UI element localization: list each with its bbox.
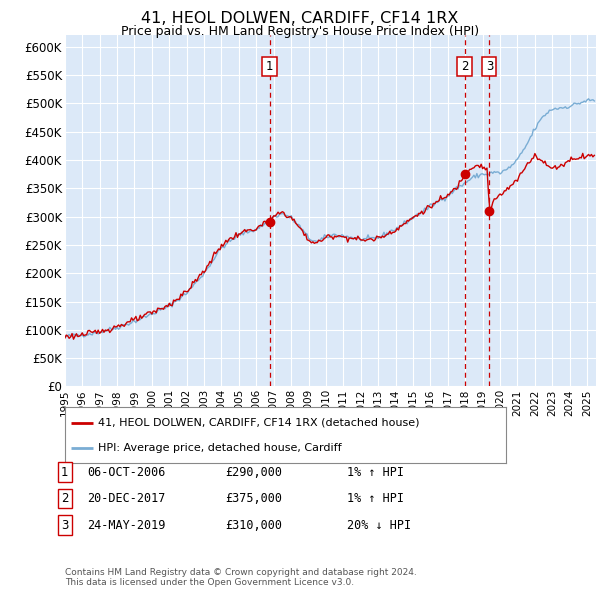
Text: 3: 3 [61, 519, 68, 532]
Text: 3: 3 [486, 60, 493, 73]
Text: £290,000: £290,000 [225, 466, 282, 478]
Text: 41, HEOL DOLWEN, CARDIFF, CF14 1RX (detached house): 41, HEOL DOLWEN, CARDIFF, CF14 1RX (deta… [98, 418, 419, 428]
Text: 24-MAY-2019: 24-MAY-2019 [87, 519, 166, 532]
Text: 20% ↓ HPI: 20% ↓ HPI [347, 519, 411, 532]
Text: Price paid vs. HM Land Registry's House Price Index (HPI): Price paid vs. HM Land Registry's House … [121, 25, 479, 38]
Text: 2: 2 [61, 492, 68, 505]
Text: £310,000: £310,000 [225, 519, 282, 532]
Text: 06-OCT-2006: 06-OCT-2006 [87, 466, 166, 478]
Text: 20-DEC-2017: 20-DEC-2017 [87, 492, 166, 505]
Text: 1: 1 [61, 466, 68, 478]
Text: 1: 1 [266, 60, 273, 73]
Text: 1% ↑ HPI: 1% ↑ HPI [347, 492, 404, 505]
Text: 41, HEOL DOLWEN, CARDIFF, CF14 1RX: 41, HEOL DOLWEN, CARDIFF, CF14 1RX [142, 11, 458, 25]
Text: Contains HM Land Registry data © Crown copyright and database right 2024.
This d: Contains HM Land Registry data © Crown c… [65, 568, 416, 587]
Text: £375,000: £375,000 [225, 492, 282, 505]
Text: 2: 2 [461, 60, 468, 73]
Text: HPI: Average price, detached house, Cardiff: HPI: Average price, detached house, Card… [98, 443, 341, 453]
Text: 1% ↑ HPI: 1% ↑ HPI [347, 466, 404, 478]
